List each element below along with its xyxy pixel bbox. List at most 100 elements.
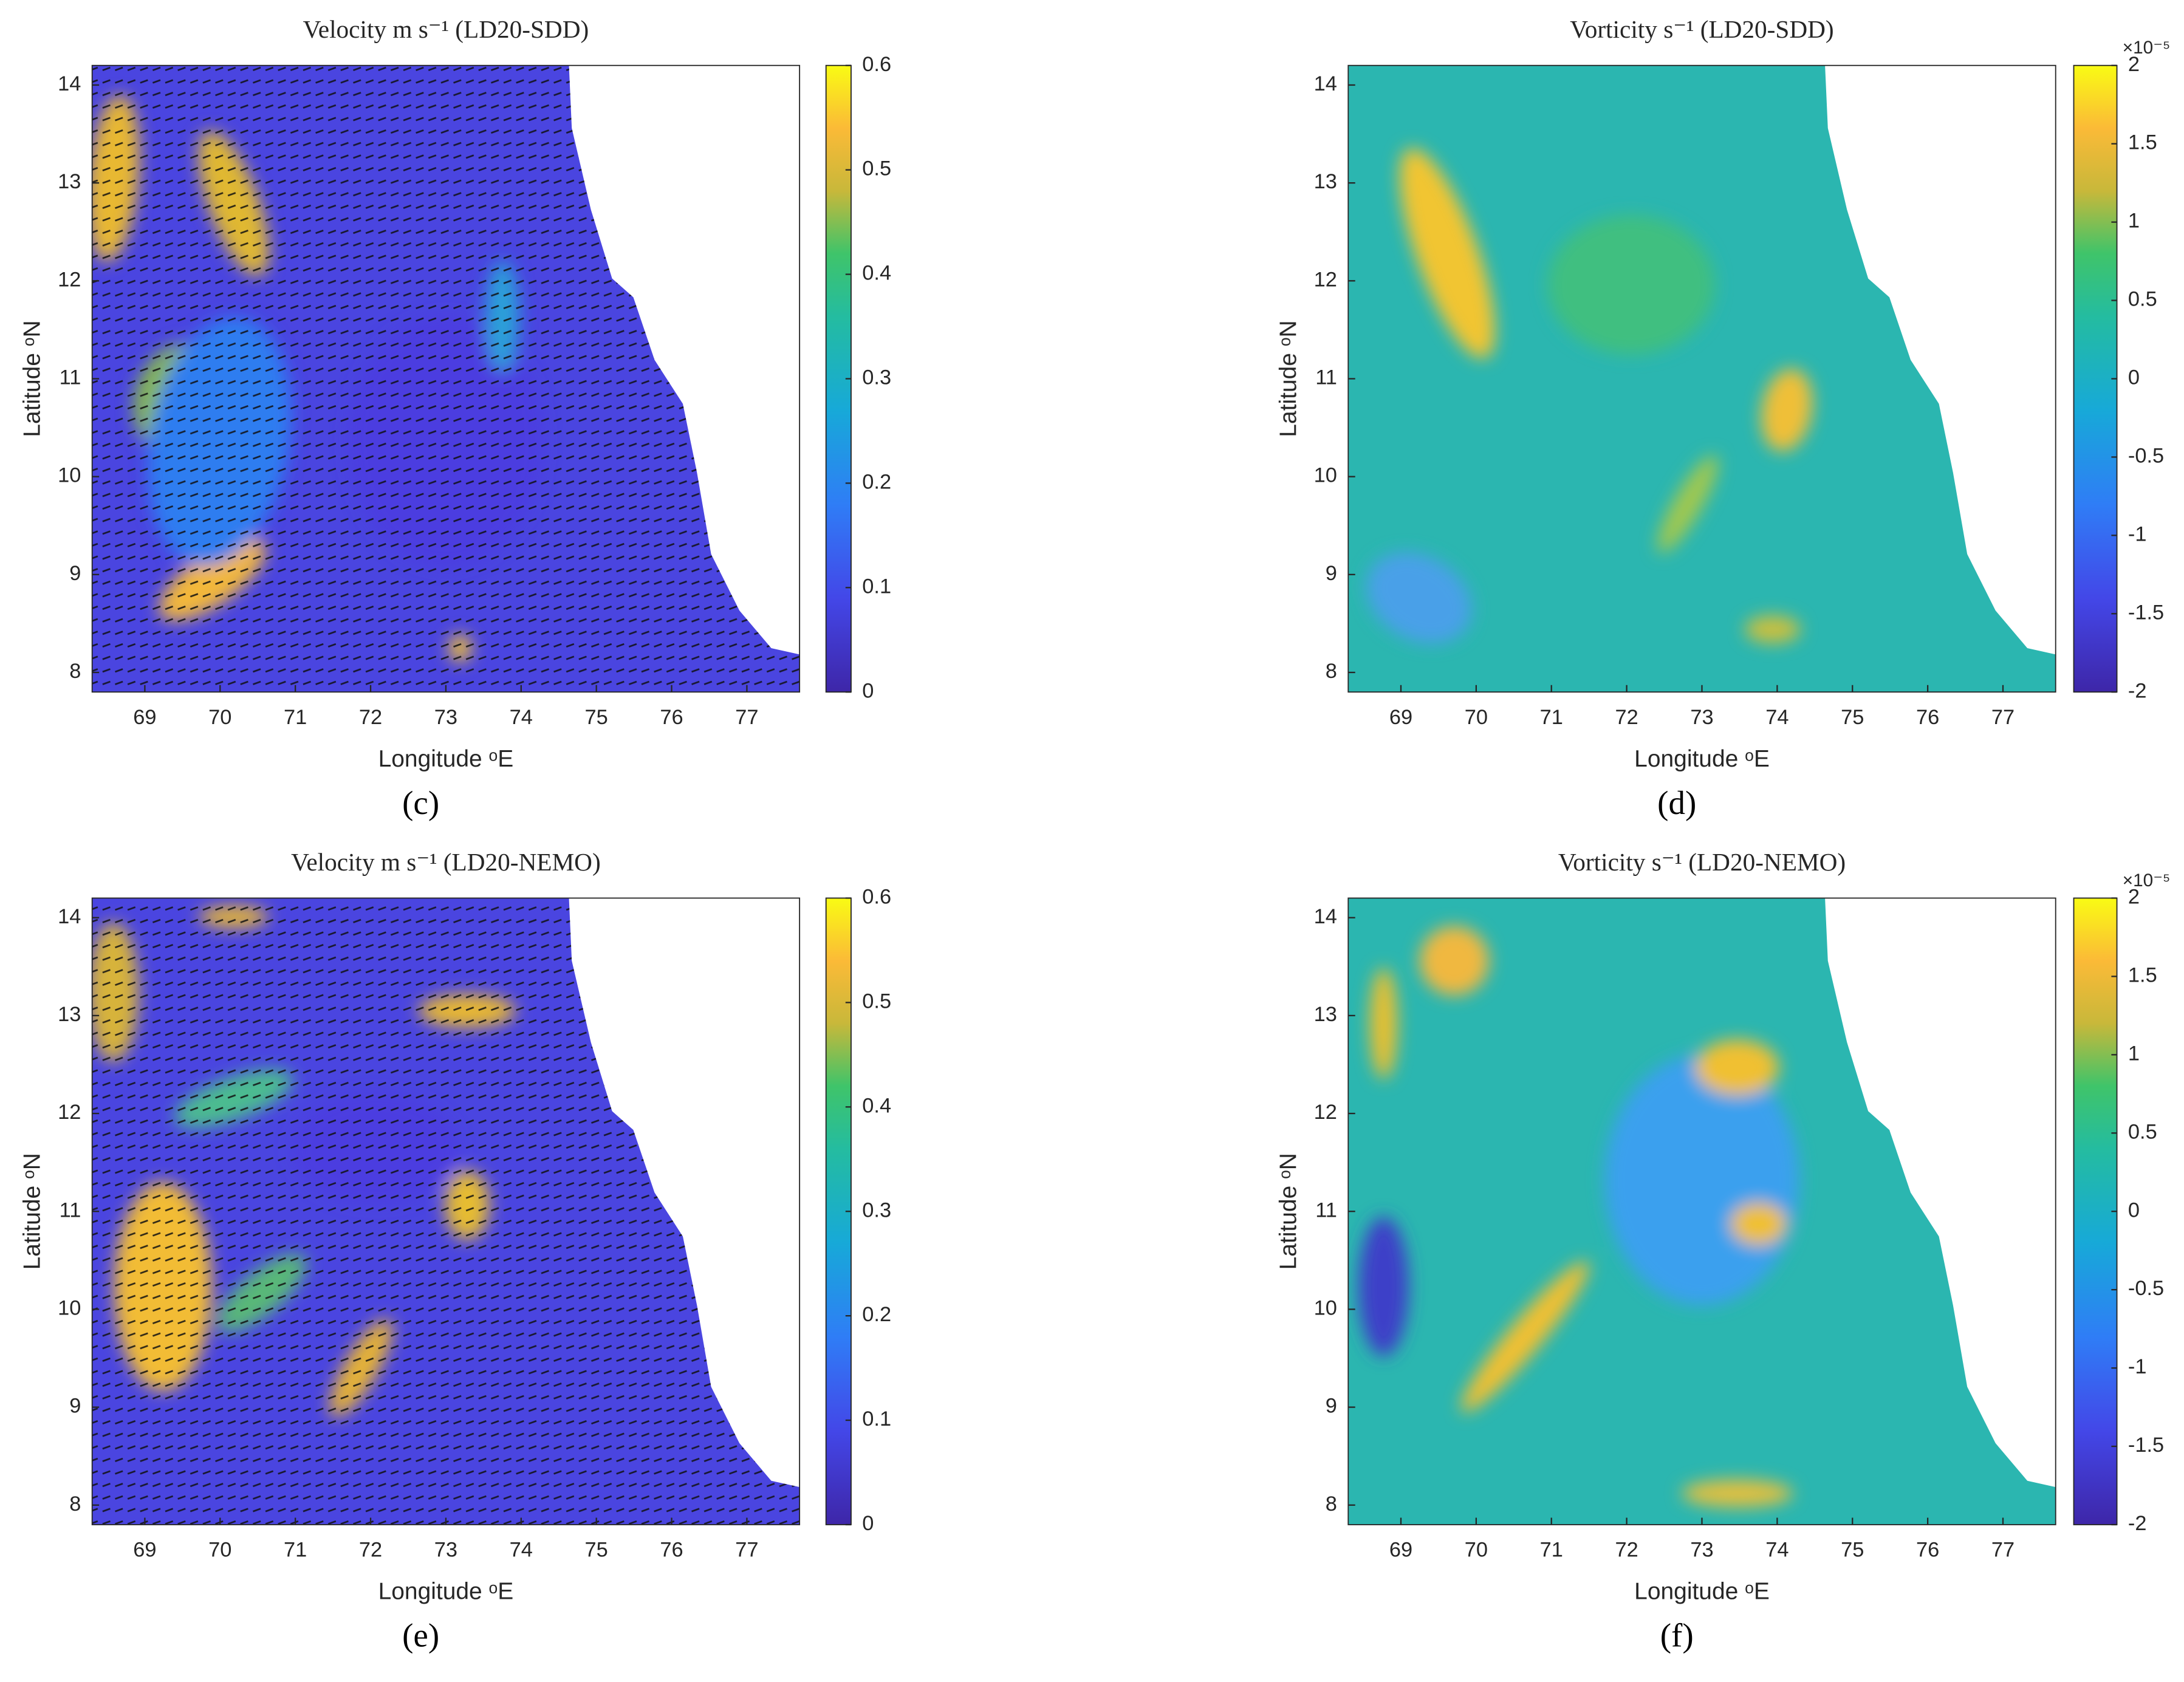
colorbar-tick-label: 0.2: [862, 470, 891, 493]
field-feature: [1761, 368, 1813, 452]
colorbar-tick-label: 0: [862, 1512, 874, 1535]
panel-label: (f): [1660, 1617, 1694, 1654]
x-axis-label: Longitude ᵒE: [378, 746, 514, 772]
colorbar-scale: ×10⁻⁵: [2123, 38, 2171, 58]
y-tick-label: 14: [1314, 905, 1337, 928]
x-tick-label: 70: [208, 1539, 231, 1562]
x-tick-label: 72: [359, 706, 382, 729]
colorbar-tick-label: 0.4: [862, 1094, 891, 1117]
x-tick-label: 73: [1690, 706, 1713, 729]
x-tick-label: 74: [510, 1539, 533, 1562]
colorbar-tick-label: 1.5: [2128, 131, 2157, 154]
x-tick-label: 77: [735, 706, 758, 729]
x-tick-label: 69: [133, 706, 156, 729]
y-tick-label: 10: [1314, 1296, 1337, 1319]
x-tick-label: 73: [434, 1539, 457, 1562]
x-tick-label: 72: [1615, 1539, 1638, 1562]
colorbar-tick-label: 0.5: [2128, 1120, 2157, 1143]
y-axis-label: Latitude ᵒN: [1275, 320, 1301, 437]
colorbar-tick-label: 0.5: [862, 990, 891, 1013]
x-axis-label: Longitude ᵒE: [378, 1579, 514, 1605]
y-tick-label: 14: [58, 72, 81, 95]
x-tick-label: 73: [434, 706, 457, 729]
y-tick-label: 8: [69, 1492, 81, 1516]
y-tick-label: 11: [1315, 1198, 1337, 1222]
chart-title: Velocity m s⁻¹ (LD20-NEMO): [291, 848, 601, 877]
y-tick-label: 9: [1326, 562, 1337, 585]
y-tick-label: 9: [69, 562, 81, 585]
x-tick-label: 70: [208, 706, 231, 729]
y-tick-label: 11: [1315, 366, 1337, 389]
field-features: [1366, 148, 1813, 644]
panel-label: (c): [402, 784, 439, 821]
colorbar-tick-label: 0.3: [862, 1198, 891, 1222]
field-feature: [1461, 1261, 1589, 1412]
colorbar-tick-label: -1: [2128, 1355, 2147, 1378]
y-tick-label: 13: [58, 170, 81, 193]
colorbar-tick-label: 0.3: [862, 366, 891, 389]
x-tick-label: 76: [1916, 706, 1939, 729]
x-tick-label: 77: [735, 1539, 758, 1562]
colorbar-tick-label: 0.5: [862, 157, 891, 180]
field-feature: [1547, 215, 1715, 355]
field-feature: [1745, 615, 1801, 644]
y-tick-label: 10: [58, 1296, 81, 1319]
y-tick-label: 13: [1314, 1003, 1337, 1026]
x-tick-label: 73: [1690, 1539, 1713, 1562]
colorbar-tick-label: -2: [2128, 1512, 2147, 1535]
x-tick-label: 70: [1465, 1539, 1488, 1562]
y-tick-label: 12: [58, 1101, 81, 1124]
y-axis-label: Latitude ᵒN: [1275, 1153, 1301, 1270]
colorbar-tick-label: 0: [2128, 1198, 2140, 1222]
colorbar-tick-label: -1.5: [2128, 1434, 2164, 1457]
field-feature: [1419, 926, 1490, 996]
x-axis-label: Longitude ᵒE: [1634, 1579, 1770, 1605]
x-tick-label: 75: [1841, 1539, 1864, 1562]
colorbar-tick-label: -0.5: [2128, 1277, 2164, 1300]
colorbar: [2073, 897, 2118, 1525]
y-tick-label: 11: [60, 366, 81, 389]
x-tick-label: 75: [1841, 706, 1864, 729]
x-tick-label: 71: [1540, 706, 1563, 729]
y-tick-label: 8: [1326, 660, 1337, 683]
y-tick-label: 10: [58, 464, 81, 487]
colorbar-tick-label: 0.4: [862, 262, 891, 285]
y-tick-label: 10: [1314, 464, 1337, 487]
y-tick-label: 11: [60, 1198, 81, 1222]
panel-label: (d): [1657, 784, 1696, 821]
x-tick-label: 74: [1765, 1539, 1789, 1562]
colorbar-tick-label: -2: [2128, 679, 2147, 702]
x-tick-label: 69: [1389, 1539, 1412, 1562]
x-tick-label: 76: [660, 706, 683, 729]
colorbar-tick-label: 0.2: [862, 1303, 891, 1326]
colorbar: [2073, 64, 2118, 693]
x-tick-label: 69: [133, 1539, 156, 1562]
panel: 69 70 71 72 73 74 75 76 77891011121314Vorticity …: [1275, 15, 2170, 821]
x-tick-label: 72: [359, 1539, 382, 1562]
panel-label: (e): [402, 1617, 439, 1654]
x-tick-label: 74: [510, 706, 533, 729]
x-tick-label: 77: [1991, 706, 2015, 729]
field: [92, 65, 800, 692]
field-feature: [1604, 1055, 1799, 1305]
y-tick-label: 13: [1314, 170, 1337, 193]
colorbar-tick-label: 0: [2128, 366, 2140, 389]
colorbar-tick-label: 0.1: [862, 575, 891, 598]
colorbar-tick-label: 0: [862, 679, 874, 702]
y-tick-label: 13: [58, 1003, 81, 1026]
colorbar-scale: ×10⁻⁵: [2123, 870, 2171, 891]
quiver-arrows: [92, 65, 800, 692]
colorbar-tick-label: 2: [2128, 886, 2140, 909]
x-tick-label: 71: [1540, 1539, 1563, 1562]
field: [1348, 898, 2056, 1525]
x-axis-label: Longitude ᵒE: [1634, 746, 1770, 772]
y-tick-label: 9: [69, 1395, 81, 1418]
colorbar-tick-label: 1: [2128, 210, 2140, 233]
colorbar-tick-label: -0.5: [2128, 444, 2164, 467]
y-tick-label: 8: [1326, 1492, 1337, 1516]
colorbar-tick-label: 0.6: [862, 53, 891, 76]
y-tick-label: 12: [58, 268, 81, 291]
y-tick-label: 14: [1314, 72, 1337, 95]
colorbar-tick-label: 1.5: [2128, 963, 2157, 986]
x-tick-label: 71: [284, 1539, 307, 1562]
